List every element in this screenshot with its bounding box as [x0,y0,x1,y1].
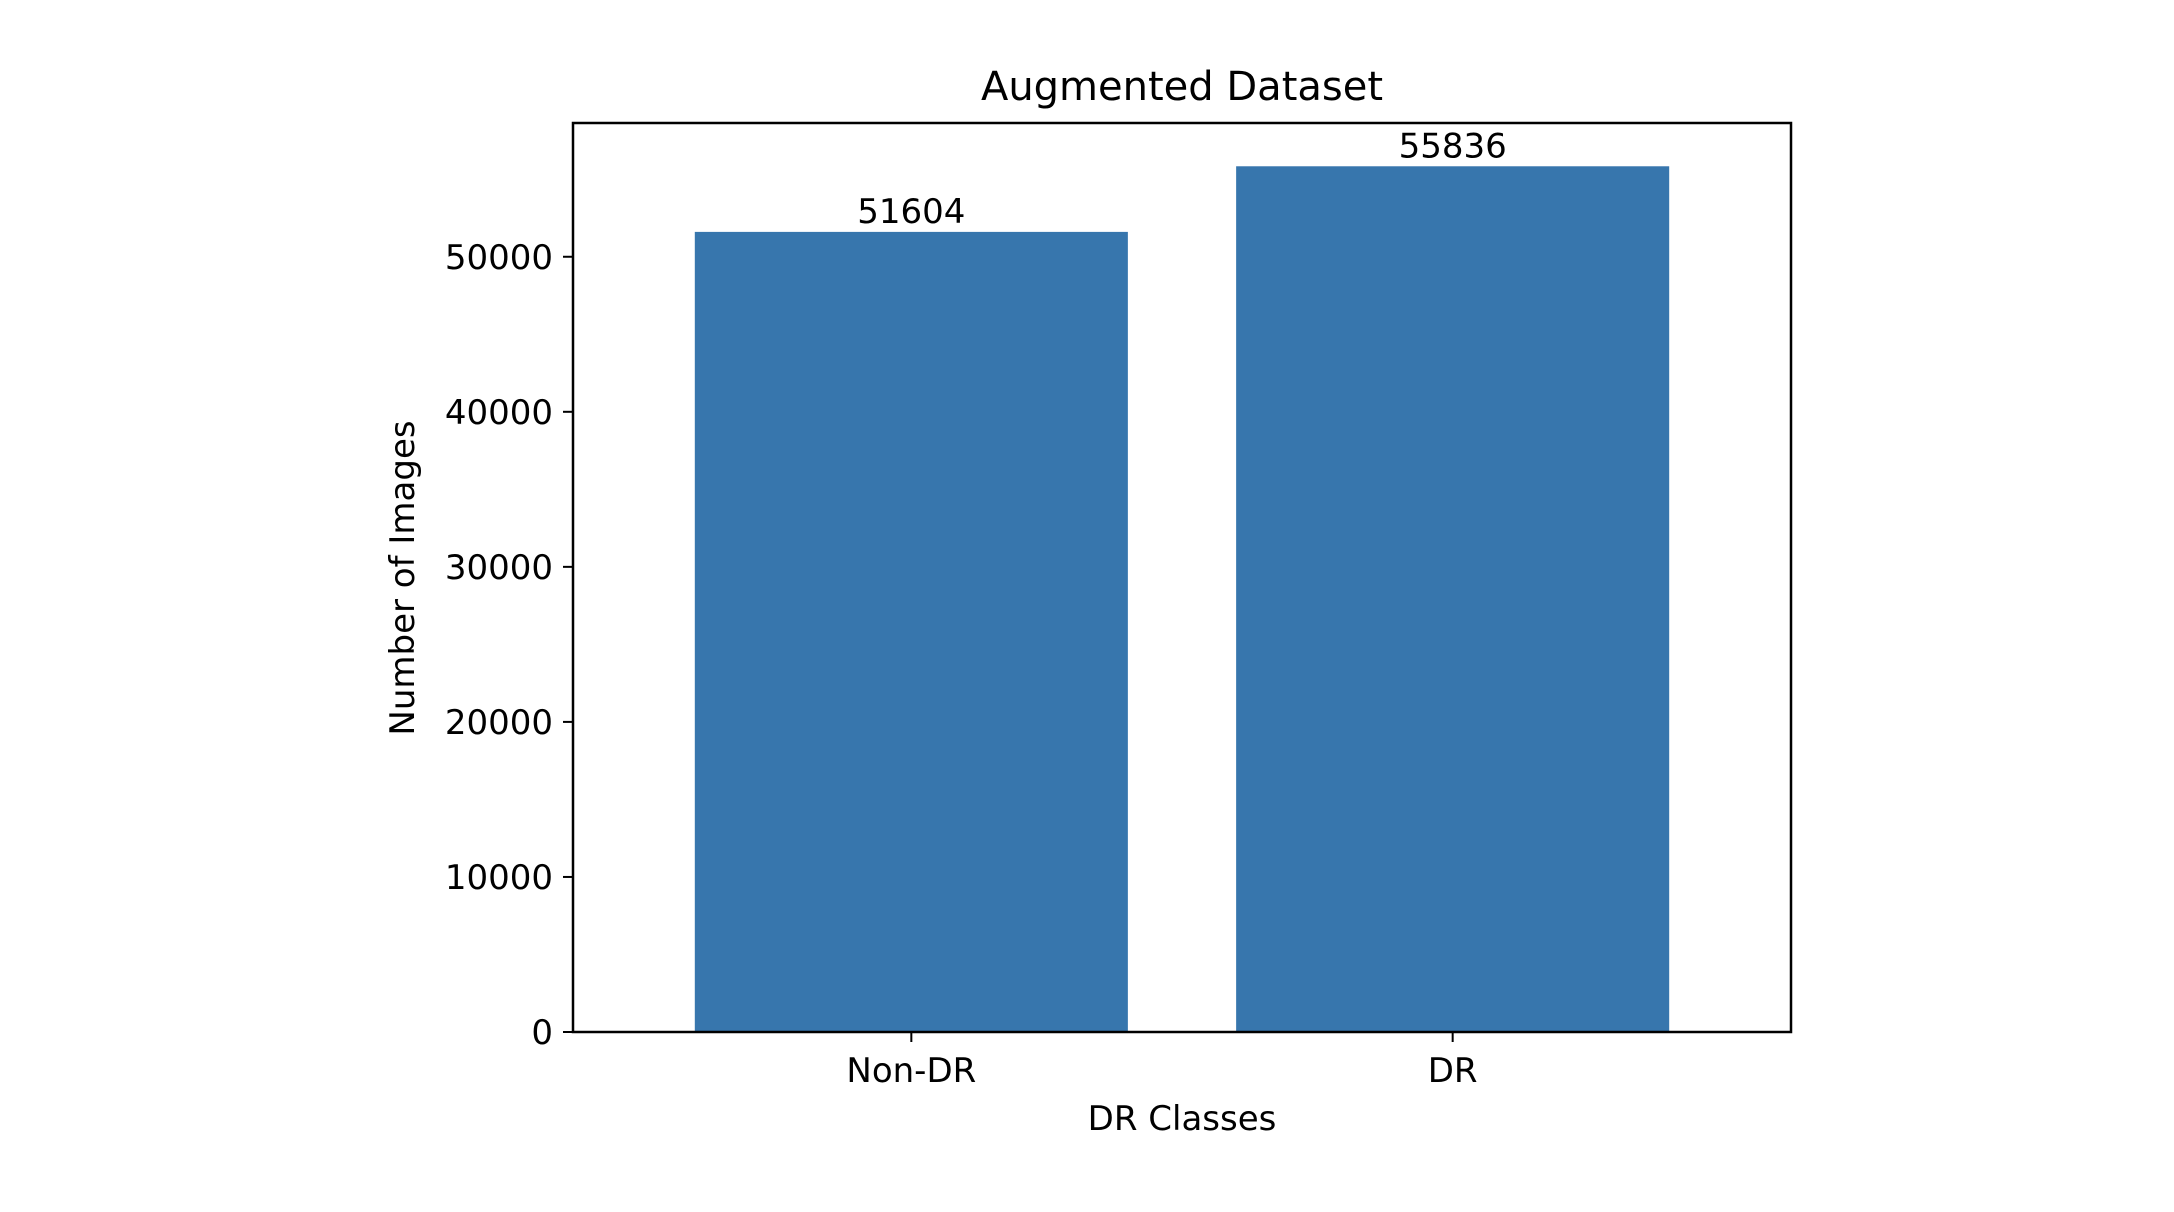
data-label-1: 55836 [1399,126,1507,166]
y-tick-label-1: 10000 [445,858,553,898]
y-tick-label-2: 20000 [445,703,553,743]
bar-1 [1236,166,1670,1032]
y-axis: 0 10000 20000 30000 40000 50000 [445,238,573,1053]
x-axis-label: DR Classes [1088,1099,1277,1139]
y-axis-label: Number of Images [383,420,423,735]
y-tick-label-5: 50000 [445,238,553,278]
data-label-0: 51604 [857,192,965,232]
x-tick-label-0: Non-DR [846,1051,976,1091]
plot-frame [571,121,1793,1034]
y-tick-label-3: 30000 [445,548,553,588]
x-axis: Non-DR DR [846,1032,1478,1091]
y-tick-label-4: 40000 [445,393,553,433]
bars-group [694,166,1670,1032]
chart-title: Augmented Dataset [981,64,1383,110]
x-tick-label-1: DR [1428,1051,1478,1091]
bar-0 [694,231,1128,1032]
data-labels-group: 51604 55836 [857,126,1507,232]
y-tick-label-0: 0 [531,1013,553,1053]
